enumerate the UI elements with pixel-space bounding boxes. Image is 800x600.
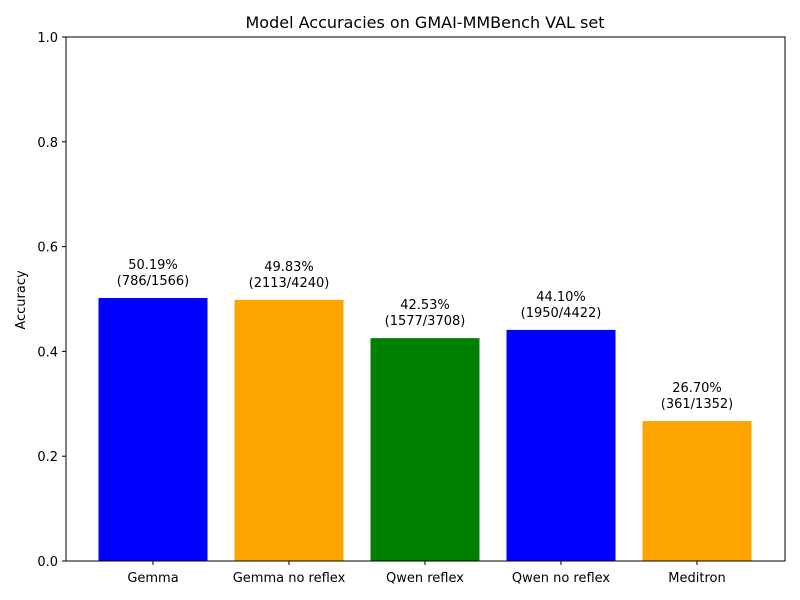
- x-tick-label-3: Qwen no reflex: [512, 571, 611, 586]
- x-tick-label-2: Qwen reflex: [386, 571, 464, 586]
- data-label-count-3: (1950/4422): [521, 306, 602, 321]
- y-tick-label-0: 0.0: [37, 555, 58, 570]
- data-labels-group: 50.19%(786/1566)49.83%(2113/4240)42.53%(…: [117, 258, 733, 412]
- x-axis-ticks: Gemma Gemma no reflex Qwen reflex Qwen no r…: [127, 561, 726, 586]
- bar-0: [98, 298, 208, 561]
- data-label-count-4: (361/1352): [661, 397, 733, 412]
- y-axis-ticks: 0.0 0.2 0.4 0.6 0.8 1.0: [37, 31, 66, 570]
- x-tick-label-0: Gemma: [127, 571, 178, 586]
- data-label-percent-1: 49.83%: [264, 260, 314, 275]
- data-label-count-2: (1577/3708): [385, 314, 466, 329]
- y-tick-label-3: 0.6: [37, 241, 58, 256]
- bar-3: [506, 329, 616, 561]
- x-tick-label-1: Gemma no reflex: [233, 571, 346, 586]
- plot-frame: [65, 36, 786, 562]
- y-tick-label-1: 0.2: [37, 450, 58, 465]
- bars-group: [98, 298, 752, 561]
- data-label-count-0: (786/1566): [117, 274, 189, 289]
- y-axis-label: Accuracy: [14, 270, 29, 330]
- chart-title: Model Accuracies on GMAI-MMBench VAL set: [246, 13, 605, 32]
- y-tick-label-4: 0.8: [37, 136, 58, 151]
- bar-4: [642, 421, 752, 561]
- x-tick-label-4: Meditron: [668, 571, 725, 586]
- data-label-count-1: (2113/4240): [249, 276, 330, 291]
- data-label-percent-3: 44.10%: [536, 290, 586, 305]
- y-tick-label-5: 1.0: [37, 31, 58, 46]
- bar-1: [234, 299, 344, 561]
- data-label-percent-4: 26.70%: [672, 381, 722, 396]
- data-label-percent-0: 50.19%: [128, 258, 178, 273]
- y-tick-label-2: 0.4: [37, 345, 58, 360]
- data-label-percent-2: 42.53%: [400, 298, 450, 313]
- bar-2: [370, 338, 480, 561]
